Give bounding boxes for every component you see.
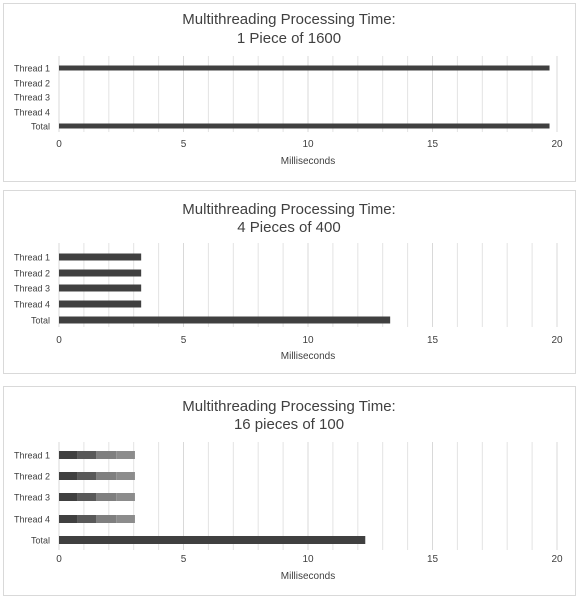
x-tick-label: 10 [302,554,314,565]
x-tick-label: 10 [302,335,314,346]
bar-segment [59,472,78,480]
category-label: Thread 4 [14,515,50,525]
x-tick-label: 5 [181,139,187,150]
chart-panel-1: Multithreading Processing Time: 1 Piece o… [3,3,576,182]
bar [59,300,142,308]
bar-segment [116,515,135,523]
x-tick-label: 20 [551,139,563,150]
category-label: Thread 2 [14,472,50,482]
chart-title: Multithreading Processing Time: [182,11,395,28]
chart-3: Multithreading Processing Time:16 pieces… [14,398,563,582]
x-tick-label: 15 [427,335,439,346]
bar [59,65,550,71]
bar-segment [116,472,135,480]
bar-segment [96,515,117,523]
x-tick-label: 20 [551,335,563,346]
x-axis-label: Milliseconds [281,571,335,582]
bar-segment [116,493,135,501]
bar [59,123,550,129]
bar [59,253,142,261]
chart-subtitle: 4 Pieces of 400 [237,219,340,236]
chart-panel-2: Multithreading Processing Time: 4 Pieces … [3,190,576,374]
bar [59,316,391,324]
chart-2: Multithreading Processing Time:4 Pieces … [14,201,563,362]
category-label: Total [31,122,50,132]
bar-segment [116,451,135,459]
category-label: Thread 2 [14,269,50,279]
category-label: Total [31,316,50,326]
x-axis-label: Milliseconds [281,156,335,167]
bar-segment [77,472,97,480]
bar-segment [96,493,117,501]
bar-segment [77,515,97,523]
category-label: Thread 3 [14,493,50,503]
x-tick-label: 15 [427,554,439,565]
category-label: Thread 1 [14,451,50,461]
category-label: Thread 2 [14,79,50,89]
x-tick-label: 0 [56,335,62,346]
bar-segment [59,515,78,523]
x-axis-label: Milliseconds [281,351,335,362]
category-label: Total [31,536,50,546]
bar-segment [59,451,78,459]
bar-segment [59,536,366,544]
bar [59,269,142,277]
gridlines [58,442,558,550]
category-label: Thread 4 [14,300,50,310]
chart-subtitle: 1 Piece of 1600 [237,30,341,47]
chart-title: Multithreading Processing Time: [182,201,395,218]
category-label: Thread 1 [14,253,50,263]
bar-segment [96,451,117,459]
bars [59,451,366,544]
x-tick-label: 10 [302,139,314,150]
x-tick-label: 5 [181,335,187,346]
category-label: Thread 3 [14,93,50,103]
bars [59,253,391,324]
x-tick-label: 20 [551,554,563,565]
bar-segment [77,451,97,459]
x-tick-label: 5 [181,554,187,565]
category-label: Thread 1 [14,64,50,74]
bar-segment [59,493,78,501]
x-tick-label: 15 [427,139,439,150]
x-tick-label: 0 [56,139,62,150]
chart-1: Multithreading Processing Time: 1 Piece o… [14,11,563,167]
bar-segment [77,493,97,501]
x-tick-label: 0 [56,554,62,565]
category-label: Thread 3 [14,284,50,294]
bar [59,284,142,292]
chart-panel-3: Multithreading Processing Time: 16 pieces… [3,386,576,596]
chart-title: Multithreading Processing Time: [182,398,395,415]
category-label: Thread 4 [14,108,50,118]
bar-segment [96,472,117,480]
chart-subtitle: 16 pieces of 100 [234,416,344,433]
bars [59,65,550,129]
